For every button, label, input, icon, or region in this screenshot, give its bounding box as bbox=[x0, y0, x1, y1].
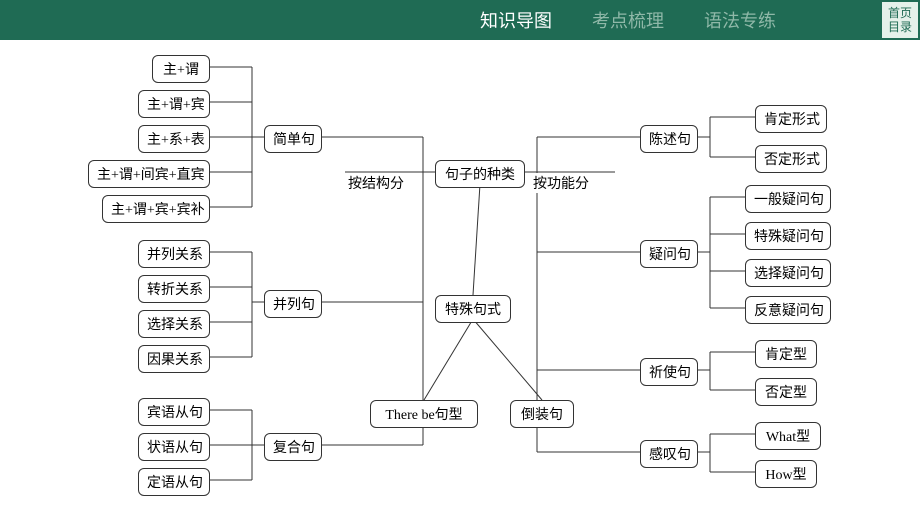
node-rg1-item0: 一般疑问句 bbox=[745, 185, 831, 213]
knowledge-diagram: 句子的种类 按结构分 按功能分特殊句式 There be句型 倒装句 简单句 主+谓主+谓+… bbox=[0, 40, 920, 518]
node-lg0-item4: 主+谓+宾+宾补 bbox=[102, 195, 210, 223]
node-lg2-item1: 状语从句 bbox=[138, 433, 210, 461]
node-special-child-1: 倒装句 bbox=[510, 400, 574, 428]
node-lg2-item0: 宾语从句 bbox=[138, 398, 210, 426]
corner-line2: 目录 bbox=[888, 20, 912, 34]
node-rg0-item0: 肯定形式 bbox=[755, 105, 827, 133]
corner-line1: 首页 bbox=[888, 6, 912, 20]
node-rg3-item1: How型 bbox=[755, 460, 817, 488]
node-special-child-0: There be句型 bbox=[370, 400, 478, 428]
node-center: 句子的种类 bbox=[435, 160, 525, 188]
node-rightgroup-2: 祈使句 bbox=[640, 358, 698, 386]
node-rg0-item1: 否定形式 bbox=[755, 145, 827, 173]
node-rg1-item1: 特殊疑问句 bbox=[745, 222, 831, 250]
node-rg2-item0: 肯定型 bbox=[755, 340, 817, 368]
nav-tab-knowledge[interactable]: 知识导图 bbox=[480, 7, 552, 33]
node-rightgroup-1: 疑问句 bbox=[640, 240, 698, 268]
nav-tab-keypoints[interactable]: 考点梳理 bbox=[592, 7, 664, 33]
label-by-structure: 按结构分 bbox=[348, 173, 404, 193]
node-lg0-item3: 主+谓+间宾+直宾 bbox=[88, 160, 210, 188]
corner-menu[interactable]: 首页 目录 bbox=[882, 2, 918, 38]
node-lg1-item0: 并列关系 bbox=[138, 240, 210, 268]
node-lg1-item1: 转折关系 bbox=[138, 275, 210, 303]
node-leftgroup-1: 并列句 bbox=[264, 290, 322, 318]
node-lg1-item2: 选择关系 bbox=[138, 310, 210, 338]
node-rightgroup-0: 陈述句 bbox=[640, 125, 698, 153]
label-by-function: 按功能分 bbox=[533, 173, 589, 193]
top-nav: 知识导图 考点梳理 语法专练 bbox=[0, 0, 920, 40]
node-rg1-item2: 选择疑问句 bbox=[745, 259, 831, 287]
node-rg2-item1: 否定型 bbox=[755, 378, 817, 406]
node-rg1-item3: 反意疑问句 bbox=[745, 296, 831, 324]
node-lg0-item0: 主+谓 bbox=[152, 55, 210, 83]
nav-tab-grammar[interactable]: 语法专练 bbox=[704, 7, 776, 33]
node-lg0-item1: 主+谓+宾 bbox=[138, 90, 210, 118]
node-rg3-item0: What型 bbox=[755, 422, 821, 450]
node-lg0-item2: 主+系+表 bbox=[138, 125, 210, 153]
node-special: 特殊句式 bbox=[435, 295, 511, 323]
node-leftgroup-0: 简单句 bbox=[264, 125, 322, 153]
node-rightgroup-3: 感叹句 bbox=[640, 440, 698, 468]
node-leftgroup-2: 复合句 bbox=[264, 433, 322, 461]
node-lg1-item3: 因果关系 bbox=[138, 345, 210, 373]
node-lg2-item2: 定语从句 bbox=[138, 468, 210, 496]
